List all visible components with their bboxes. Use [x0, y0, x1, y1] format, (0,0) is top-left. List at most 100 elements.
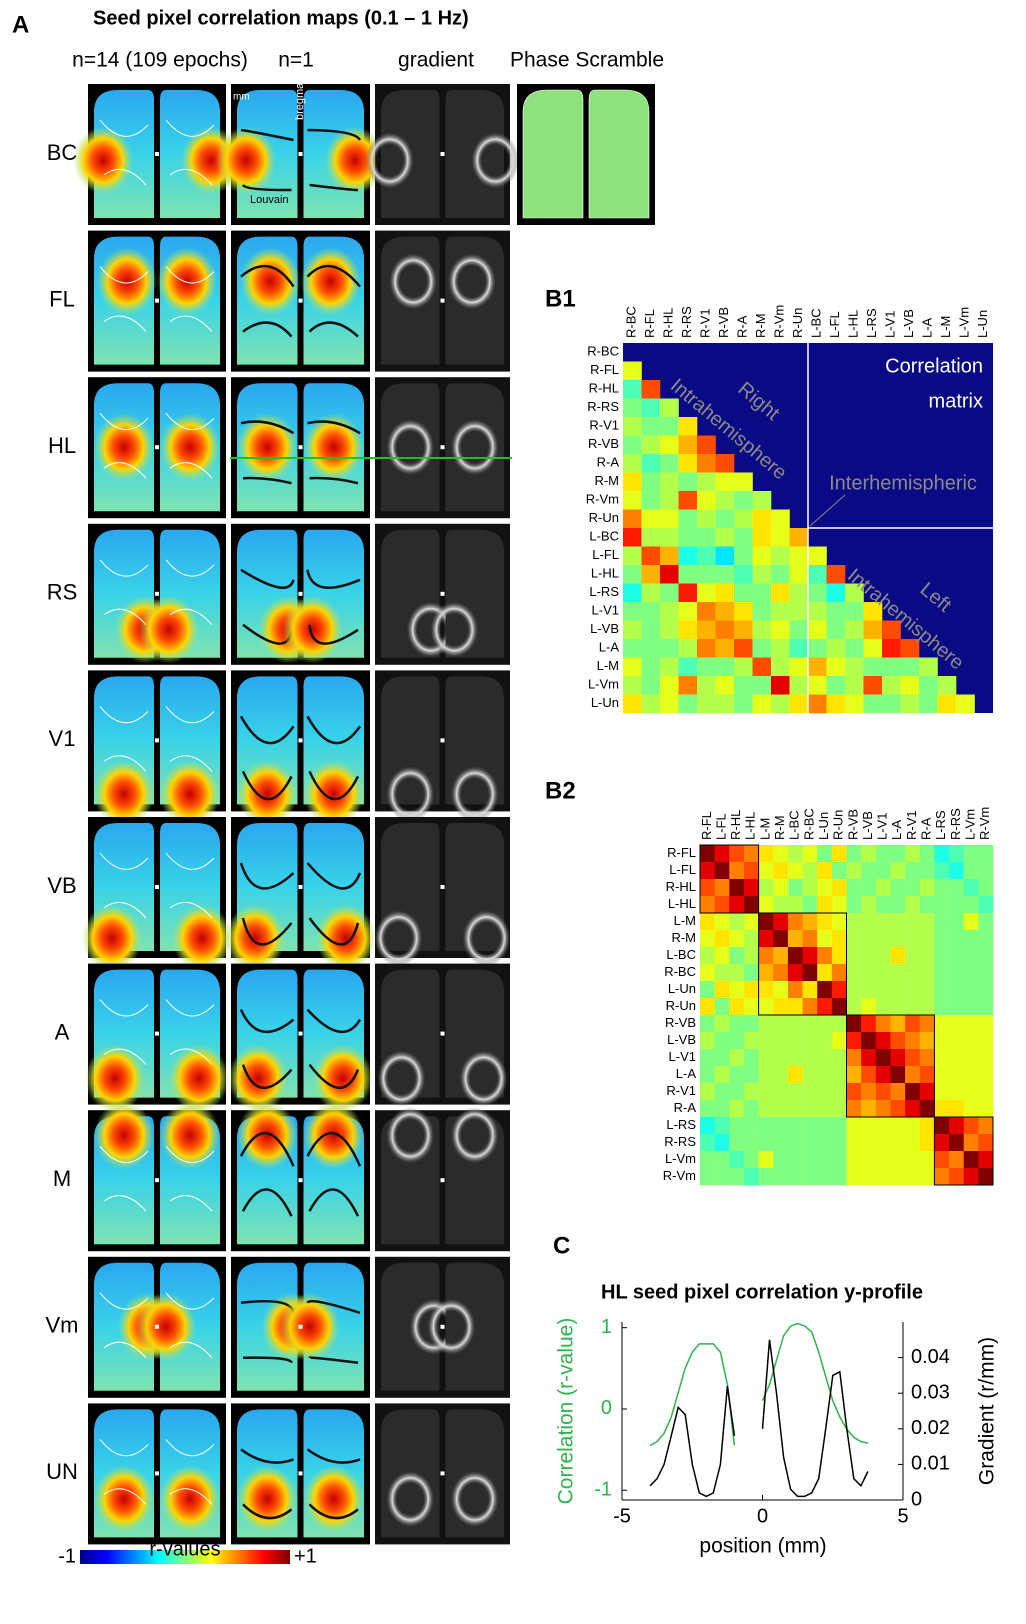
heatmap-cell	[831, 896, 847, 914]
heatmap-cell	[890, 1168, 906, 1186]
activation	[324, 126, 385, 195]
row-label: R-BC	[587, 344, 619, 359]
heatmap-cell	[641, 620, 661, 640]
column-label: R-HL	[661, 308, 676, 338]
heatmap-cell	[831, 862, 847, 880]
heatmap-cell	[817, 862, 833, 880]
heatmap-cell	[773, 1100, 789, 1118]
heatmap-cell	[678, 657, 698, 677]
heatmap-cell	[758, 1049, 774, 1067]
heatmap-cell	[734, 565, 753, 584]
row-label: L-M	[597, 658, 619, 673]
heatmap-cell	[729, 1151, 745, 1169]
heatmap-cell	[773, 1151, 789, 1169]
heatmap-cell	[714, 1066, 730, 1084]
heatmap-cell	[743, 913, 759, 931]
heatmap-cell	[882, 694, 901, 714]
heatmap-cell	[758, 964, 774, 982]
atlas-outline	[165, 1292, 215, 1359]
heatmap-cell	[715, 528, 735, 547]
atlas-outline	[99, 706, 149, 772]
heatmap-cell	[826, 620, 846, 640]
annotation: mm	[233, 92, 250, 103]
row-label: R-M	[594, 473, 619, 488]
heatmap-cell	[963, 1168, 979, 1186]
column-label: L-Vm	[957, 307, 972, 338]
column-label: L-Un	[816, 812, 831, 840]
heatmap-cell	[623, 417, 642, 436]
heatmap-cell	[802, 862, 818, 880]
heatmap-cell	[752, 639, 772, 658]
heatmap-cell	[978, 947, 994, 965]
heatmap-cell	[890, 1100, 906, 1118]
heatmap-cell	[758, 862, 774, 880]
heatmap-cell	[890, 1032, 906, 1050]
column-label: R-FL	[642, 309, 657, 338]
heatmap-cell	[758, 930, 774, 948]
heatmap-cell	[729, 964, 745, 982]
y-axis-title: Correlation (r-value)	[555, 1318, 578, 1505]
louvain-contour	[306, 264, 361, 338]
heatmap-cell	[715, 657, 735, 677]
bregma-marker	[155, 152, 159, 156]
heatmap-cell	[949, 913, 964, 931]
heatmap-cell	[846, 913, 862, 931]
heatmap-cell	[641, 417, 661, 436]
bregma-marker	[298, 1031, 303, 1036]
heatmap-cell	[978, 1168, 994, 1186]
row-label: R-FL	[667, 845, 696, 860]
heatmap-cell	[729, 1134, 745, 1152]
heatmap-cell	[729, 930, 745, 948]
gradient-ring	[377, 1050, 426, 1107]
y-tick-label: 0	[601, 1397, 612, 1419]
column-label: R-VB	[845, 809, 860, 840]
louvain-contour	[306, 1008, 362, 1090]
heatmap-cell	[831, 1100, 847, 1118]
heatmap-cell	[734, 509, 753, 529]
bregma-marker	[440, 298, 445, 303]
heatmap-cell	[919, 1032, 935, 1050]
activation	[94, 760, 154, 829]
y-tick-label: 1	[601, 1316, 612, 1338]
heatmap-cell	[861, 947, 877, 965]
heatmap-cell	[773, 913, 789, 931]
atlas-outline	[165, 266, 215, 332]
row-label: R-VB	[665, 1015, 696, 1030]
row-label: BC	[47, 140, 78, 165]
heatmap-cell	[729, 1100, 745, 1118]
heatmap-cell	[752, 491, 772, 510]
row-label: R-A	[597, 455, 620, 470]
heatmap-cell	[875, 896, 891, 914]
row-label: R-Un	[589, 510, 619, 525]
heatmap-cell	[875, 981, 891, 999]
heatmap-cell	[660, 454, 679, 473]
heatmap-cell	[641, 639, 661, 658]
heatmap-cell	[714, 998, 730, 1016]
heatmap-cell	[660, 398, 679, 418]
heatmap-cell	[890, 913, 906, 931]
heatmap-cell	[978, 1032, 994, 1050]
heatmap-cell	[623, 528, 642, 547]
heatmap-cell	[882, 620, 901, 640]
gradient-ring	[450, 1107, 499, 1164]
heatmap-cell	[700, 1151, 715, 1169]
activation	[94, 1465, 154, 1533]
heatmap-cell	[743, 998, 759, 1016]
heatmap-cell	[890, 1151, 906, 1169]
row-label: R-RS	[664, 1134, 696, 1149]
block-outline	[846, 1014, 935, 1118]
heatmap-cell	[743, 1134, 759, 1152]
heatmap-cell	[623, 546, 642, 566]
heatmap-cell	[773, 1134, 789, 1152]
heatmap-cell	[752, 546, 772, 566]
heatmap-cell	[734, 472, 753, 492]
heatmap-cell	[817, 930, 833, 948]
heatmap-cell	[890, 964, 906, 982]
column-label: L-VB	[901, 309, 916, 338]
heatmap-cell	[817, 981, 833, 999]
heatmap-cell	[934, 845, 950, 863]
heatmap-cell	[802, 998, 818, 1016]
heatmap-cell	[773, 1083, 789, 1101]
activation	[303, 760, 364, 829]
heatmap-cell	[623, 676, 642, 695]
